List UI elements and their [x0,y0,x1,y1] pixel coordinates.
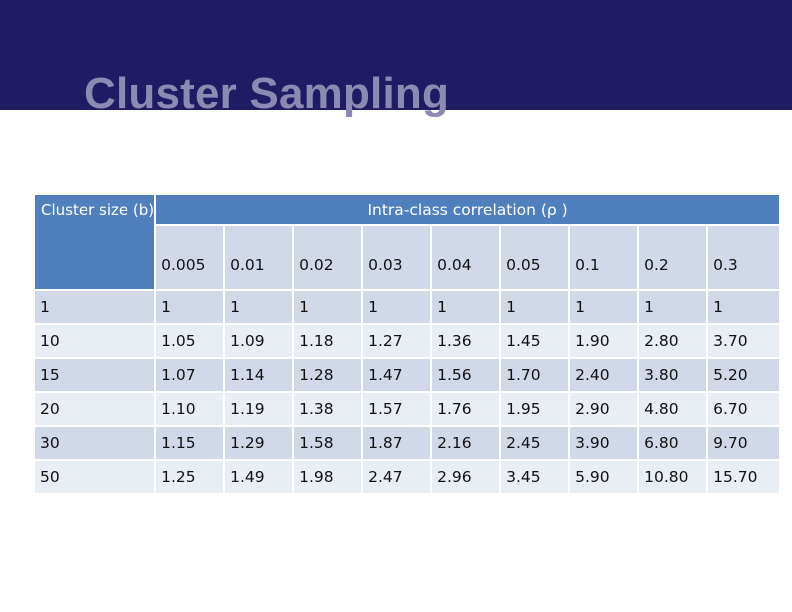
column-header: 0.02 [294,226,362,289]
table-cell: 1 [570,291,638,323]
table-cell: 1.09 [225,325,293,357]
table-cell: 1 [225,291,293,323]
table-cell: 1.38 [294,393,362,425]
column-header: 0.03 [363,226,431,289]
corner-header-text: Cluster size (b) [41,201,155,219]
table-cell: 3.80 [639,359,707,391]
table-cell: 1.10 [156,393,224,425]
table-cell: 1.15 [156,427,224,459]
cluster-size-cell: 15 [35,359,155,391]
table-cell: 15.70 [708,461,780,493]
table-cell: 10.80 [639,461,707,493]
table-cell: 1.18 [294,325,362,357]
table-cell: 1.36 [432,325,500,357]
table-cell: 1.28 [294,359,362,391]
table-row: 1 1 1 1 1 1 1 1 1 1 [35,291,780,323]
table-cell: 6.80 [639,427,707,459]
title-band [0,0,792,110]
table-cell: 2.16 [432,427,500,459]
table-cell: 1.47 [363,359,431,391]
table-cell: 1.70 [501,359,569,391]
table-cell: 1.56 [432,359,500,391]
table-cell: 1 [156,291,224,323]
column-header: 0.01 [225,226,293,289]
table-cell: 4.80 [639,393,707,425]
cluster-size-cell: 50 [35,461,155,493]
table-cell: 1 [432,291,500,323]
column-header: 0.3 [708,226,780,289]
column-header: 0.04 [432,226,500,289]
cluster-size-cell: 20 [35,393,155,425]
table-cell: 1 [639,291,707,323]
table-cell: 1.90 [570,325,638,357]
table-cell: 5.90 [570,461,638,493]
table-cell: 1.27 [363,325,431,357]
table-row: 20 1.10 1.19 1.38 1.57 1.76 1.95 2.90 4.… [35,393,780,425]
table-cell: 2.47 [363,461,431,493]
table-cell: 2.40 [570,359,638,391]
table-cell: 1 [363,291,431,323]
table-row: 50 1.25 1.49 1.98 2.47 2.96 3.45 5.90 10… [35,461,780,493]
table-cell: 2.96 [432,461,500,493]
table-cell: 1.29 [225,427,293,459]
table-cell: 1.14 [225,359,293,391]
table-cell: 3.45 [501,461,569,493]
table-cell: 1 [501,291,569,323]
table-row: 15 1.07 1.14 1.28 1.47 1.56 1.70 2.40 3.… [35,359,780,391]
table-subheader-row: 0.005 0.01 0.02 0.03 0.04 0.05 0.1 0.2 0… [35,226,780,289]
table-cell: 1 [708,291,780,323]
table-cell: 2.80 [639,325,707,357]
column-header: 0.2 [639,226,707,289]
table-cell: 1.49 [225,461,293,493]
cluster-size-cell: 10 [35,325,155,357]
table-row: 30 1.15 1.29 1.58 1.87 2.16 2.45 3.90 6.… [35,427,780,459]
table-cell: 5.20 [708,359,780,391]
table-cell: 1 [294,291,362,323]
spanning-header-icc: Intra-class correlation (ρ ) [156,195,780,224]
cluster-size-cell: 1 [35,291,155,323]
table-cell: 1.98 [294,461,362,493]
table-cell: 1.57 [363,393,431,425]
column-header: 0.05 [501,226,569,289]
table-cell: 2.45 [501,427,569,459]
corner-header-cluster-size: Cluster size (b) [35,195,155,289]
column-header: 0.005 [156,226,224,289]
table-cell: 1.45 [501,325,569,357]
table-cell: 6.70 [708,393,780,425]
column-header: 0.1 [570,226,638,289]
table-cell: 1.58 [294,427,362,459]
table-cell: 9.70 [708,427,780,459]
cluster-size-cell: 30 [35,427,155,459]
table-cell: 1.87 [363,427,431,459]
table-cell: 1.05 [156,325,224,357]
table-cell: 3.90 [570,427,638,459]
table-cell: 1.19 [225,393,293,425]
table-cell: 1.76 [432,393,500,425]
table-cell: 2.90 [570,393,638,425]
table-cell: 1.95 [501,393,569,425]
table-header-row: Cluster size (b) Intra-class correlation… [35,195,780,289]
table-cell: 1.07 [156,359,224,391]
table-cell: 3.70 [708,325,780,357]
table-row: 10 1.05 1.09 1.18 1.27 1.36 1.45 1.90 2.… [35,325,780,357]
table-cell: 1.25 [156,461,224,493]
slide-title: Cluster Sampling [84,69,450,118]
design-effect-table: Cluster size (b) Intra-class correlation… [33,193,781,495]
